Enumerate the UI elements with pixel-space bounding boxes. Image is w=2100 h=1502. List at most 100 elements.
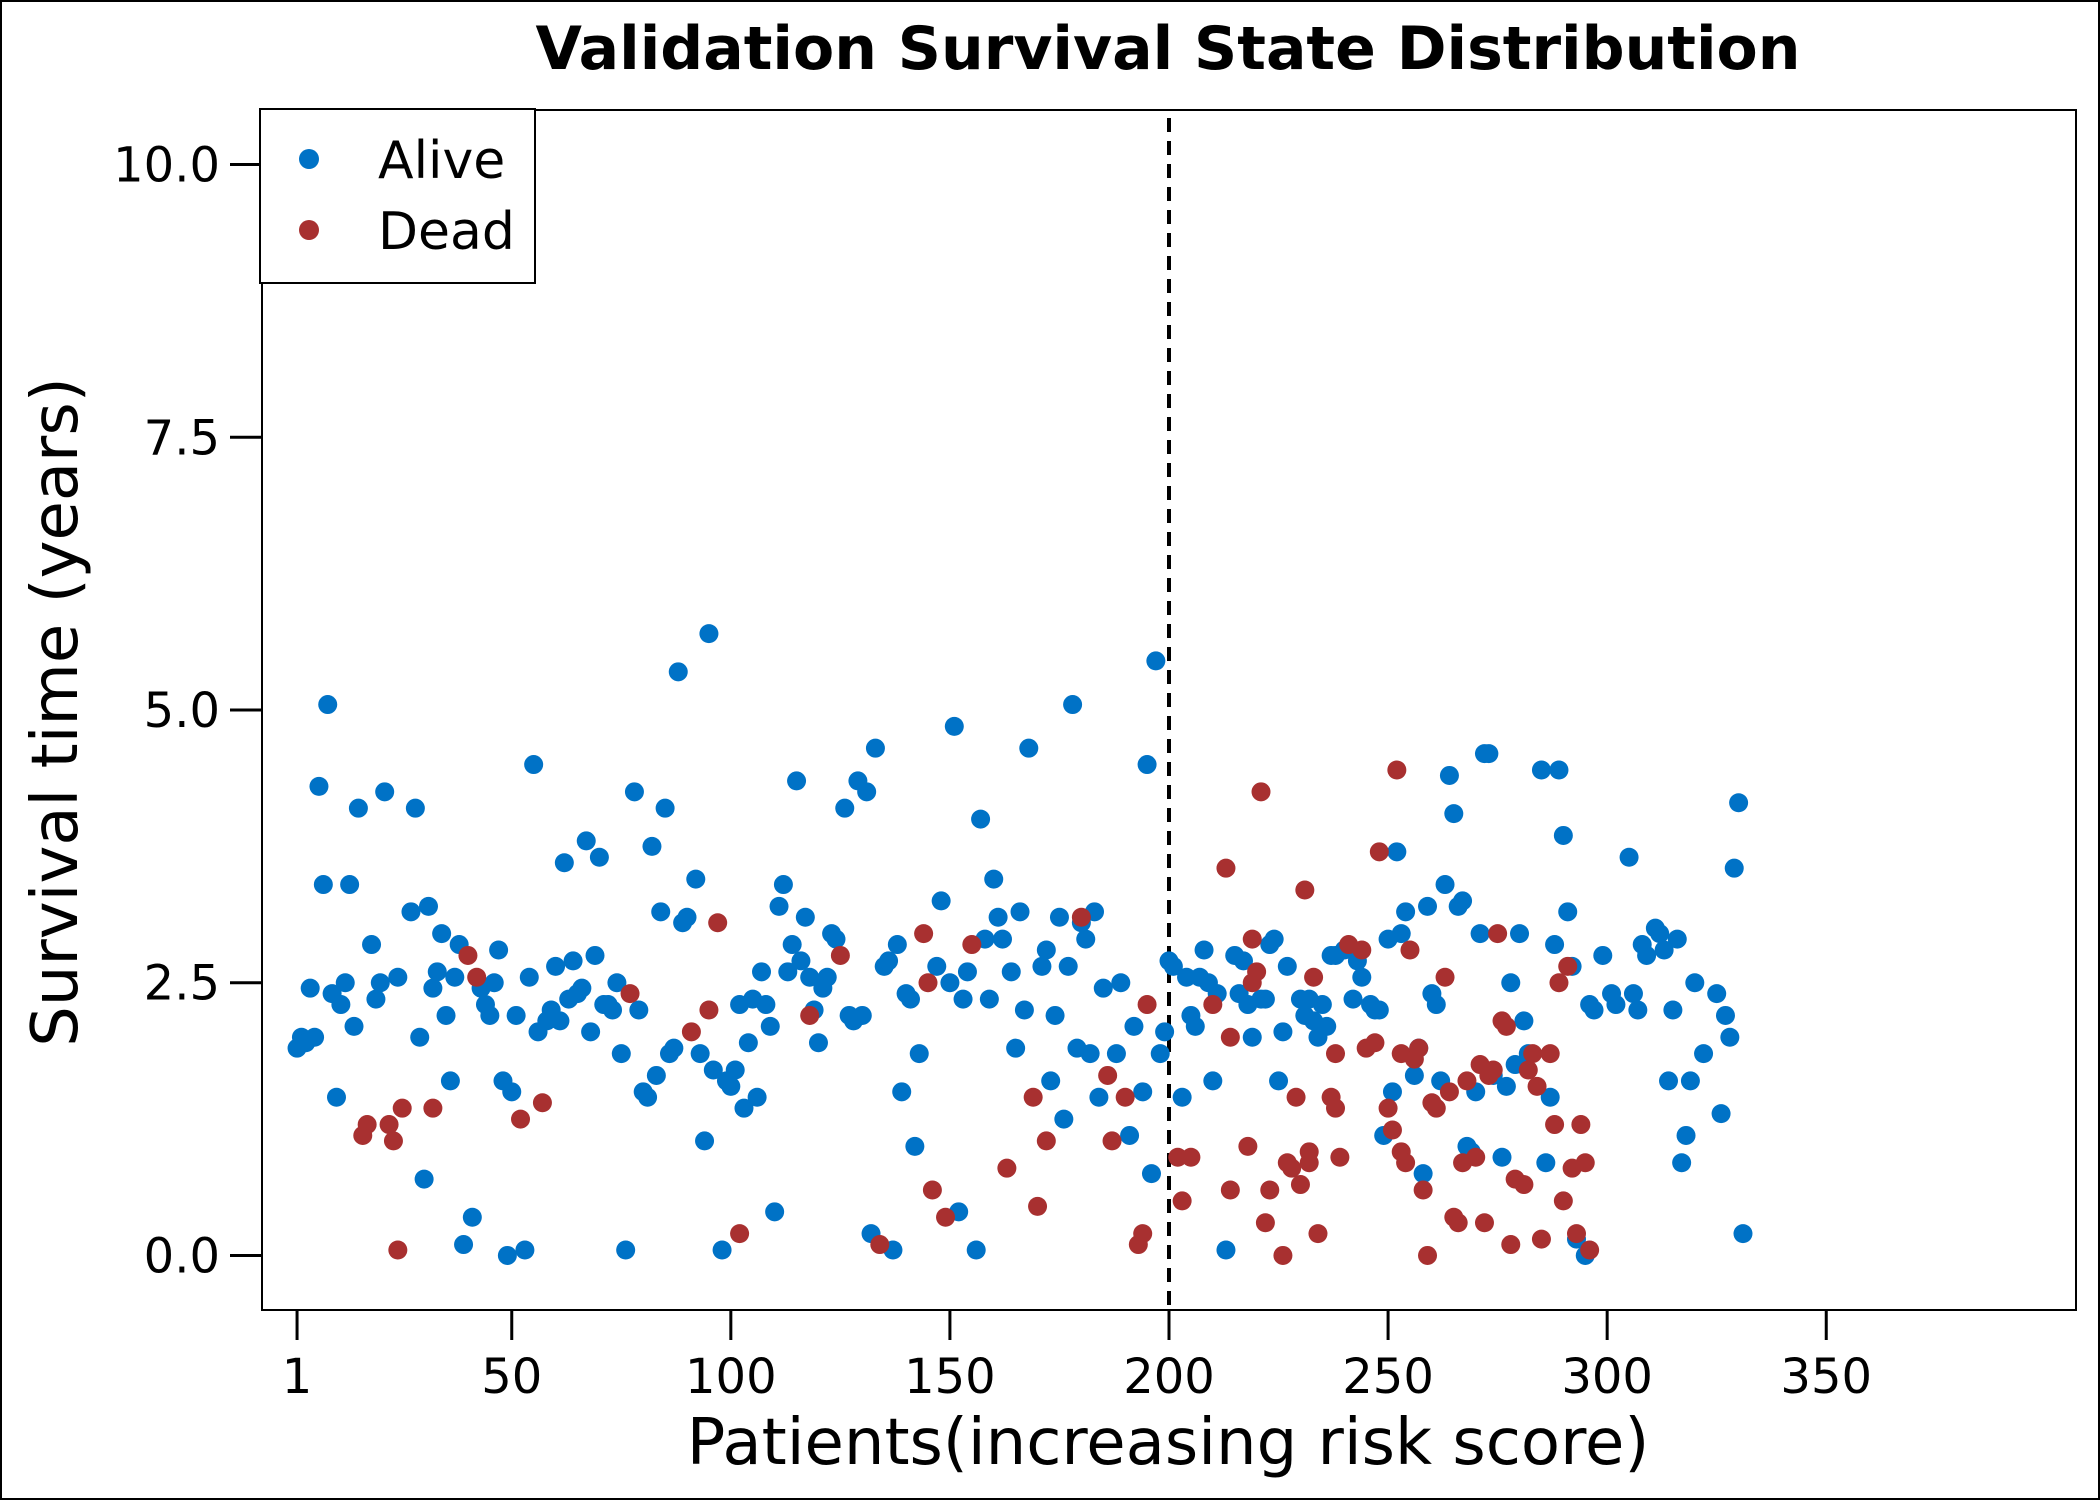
point-alive bbox=[686, 869, 706, 889]
point-alive bbox=[1545, 935, 1565, 955]
point-alive bbox=[1041, 1071, 1061, 1091]
point-dead bbox=[511, 1109, 531, 1129]
point-alive bbox=[1203, 1071, 1223, 1091]
point-dead bbox=[1308, 1224, 1328, 1244]
point-alive bbox=[778, 962, 798, 982]
point-alive bbox=[348, 798, 368, 818]
point-dead bbox=[1527, 1076, 1547, 1096]
point-alive bbox=[611, 1044, 631, 1064]
point-alive bbox=[589, 847, 609, 867]
point-dead bbox=[1102, 1131, 1122, 1151]
point-alive bbox=[927, 956, 947, 976]
point-dead bbox=[1387, 760, 1407, 780]
point-alive bbox=[1396, 902, 1416, 922]
point-alive bbox=[515, 1240, 535, 1260]
point-alive bbox=[1150, 1044, 1170, 1064]
point-alive bbox=[957, 962, 977, 982]
point-alive bbox=[1439, 765, 1459, 785]
point-alive bbox=[940, 973, 960, 993]
point-alive bbox=[440, 1071, 460, 1091]
point-alive bbox=[992, 929, 1012, 949]
point-alive bbox=[1553, 825, 1573, 845]
point-alive bbox=[892, 1082, 912, 1102]
point-alive bbox=[331, 995, 351, 1015]
point-alive bbox=[725, 1060, 745, 1080]
point-alive bbox=[944, 716, 964, 736]
point-dead bbox=[1571, 1115, 1591, 1135]
point-alive bbox=[1343, 989, 1363, 1009]
point-alive bbox=[852, 1005, 872, 1025]
point-alive bbox=[1453, 891, 1473, 911]
point-dead bbox=[918, 973, 938, 993]
point-dead bbox=[1523, 1044, 1543, 1064]
point-dead bbox=[1326, 1044, 1346, 1064]
point-alive bbox=[581, 1022, 601, 1042]
point-alive bbox=[497, 1245, 517, 1265]
point-dead bbox=[1483, 1060, 1503, 1080]
point-dead bbox=[1369, 842, 1389, 862]
point-alive bbox=[1501, 973, 1521, 993]
point-dead bbox=[1457, 1071, 1477, 1091]
point-dead bbox=[997, 1158, 1017, 1178]
point-alive bbox=[857, 782, 877, 802]
point-alive bbox=[1146, 651, 1166, 671]
point-alive bbox=[865, 738, 885, 758]
point-alive bbox=[808, 1033, 828, 1053]
point-alive bbox=[773, 875, 793, 895]
point-dead bbox=[1273, 1245, 1293, 1265]
point-alive bbox=[712, 1240, 732, 1260]
point-alive bbox=[616, 1240, 636, 1260]
point-alive bbox=[1111, 973, 1131, 993]
point-dead bbox=[708, 913, 728, 933]
point-alive bbox=[1036, 940, 1056, 960]
point-alive bbox=[1444, 804, 1464, 824]
point-alive bbox=[1369, 1000, 1389, 1020]
point-dead bbox=[1549, 973, 1569, 993]
point-alive bbox=[1093, 978, 1113, 998]
point-dead bbox=[1115, 1087, 1135, 1107]
point-alive bbox=[519, 967, 539, 987]
point-alive bbox=[1707, 984, 1727, 1004]
y-tick-label: 2.5 bbox=[144, 956, 220, 1012]
point-alive bbox=[756, 995, 776, 1015]
point-alive bbox=[677, 907, 697, 927]
point-dead bbox=[1400, 940, 1420, 960]
point-alive bbox=[1049, 907, 1069, 927]
point-alive bbox=[1273, 1022, 1293, 1042]
point-alive bbox=[1089, 1087, 1109, 1107]
point-alive bbox=[1510, 924, 1530, 944]
point-dead bbox=[922, 1180, 942, 1200]
point-dead bbox=[1242, 929, 1262, 949]
point-alive bbox=[966, 1240, 986, 1260]
y-tick-label: 7.5 bbox=[144, 410, 220, 466]
point-dead bbox=[1247, 962, 1267, 982]
legend-marker-dead bbox=[299, 220, 319, 240]
point-alive bbox=[879, 951, 899, 971]
point-dead bbox=[1286, 1087, 1306, 1107]
point-alive bbox=[1006, 1038, 1026, 1058]
point-dead bbox=[458, 945, 478, 965]
y-axis-label: Survival time (years) bbox=[19, 377, 93, 1046]
point-dead bbox=[1330, 1147, 1350, 1167]
point-alive bbox=[1733, 1224, 1753, 1244]
point-alive bbox=[1076, 929, 1096, 949]
point-dead bbox=[1378, 1098, 1398, 1118]
point-dead bbox=[1501, 1235, 1521, 1255]
point-alive bbox=[585, 945, 605, 965]
point-alive bbox=[695, 1131, 715, 1151]
point-alive bbox=[1080, 1044, 1100, 1064]
point-alive bbox=[835, 798, 855, 818]
point-dead bbox=[730, 1224, 750, 1244]
x-tick-label: 250 bbox=[1342, 1349, 1434, 1405]
point-dead bbox=[1413, 1180, 1433, 1200]
point-dead bbox=[1531, 1229, 1551, 1249]
point-alive bbox=[1426, 995, 1446, 1015]
point-alive bbox=[1106, 1044, 1126, 1064]
point-dead bbox=[1435, 967, 1455, 987]
point-alive bbox=[1120, 1125, 1140, 1145]
point-dead bbox=[1282, 1158, 1302, 1178]
point-alive bbox=[1242, 1027, 1262, 1047]
point-alive bbox=[318, 695, 338, 715]
point-alive bbox=[1628, 1000, 1648, 1020]
